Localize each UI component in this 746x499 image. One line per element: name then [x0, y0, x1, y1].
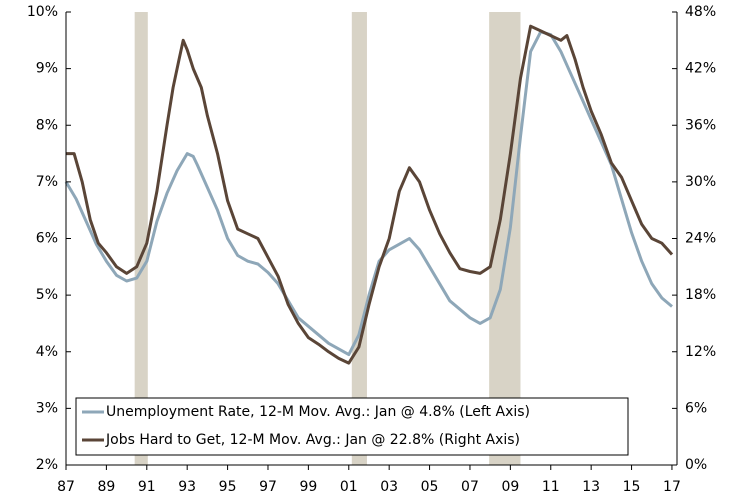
x-tick-label: 99	[299, 479, 317, 495]
recession-band	[351, 12, 367, 465]
x-tick-label: 09	[501, 479, 519, 495]
y-tick-label: 6%	[36, 231, 58, 247]
y-tick-label: 3%	[36, 400, 58, 416]
x-tick-label: 91	[138, 479, 156, 495]
y-tick-label: 9%	[36, 61, 58, 77]
y2-tick-label: 12%	[685, 344, 716, 360]
x-tick-label: 07	[461, 479, 479, 495]
y-tick-label: 2%	[36, 457, 58, 473]
legend-label: Unemployment Rate, 12-M Mov. Avg.: Jan @…	[106, 404, 530, 420]
y-tick-label: 5%	[36, 287, 58, 303]
recession-shading	[134, 12, 521, 465]
x-tick-label: 97	[259, 479, 277, 495]
x-tick-label: 11	[542, 479, 560, 495]
y2-tick-label: 42%	[685, 61, 716, 77]
recession-band	[489, 12, 521, 465]
x-tick-label: 05	[421, 479, 439, 495]
y-tick-label: 10%	[27, 4, 58, 20]
x-tick-label: 93	[178, 479, 196, 495]
y-tick-label: 4%	[36, 344, 58, 360]
lines	[64, 24, 674, 365]
y2-tick-label: 18%	[685, 287, 716, 303]
series-line	[64, 30, 673, 357]
y2-tick-label: 30%	[685, 174, 716, 190]
x-tick-label: 89	[97, 479, 115, 495]
recession-band	[134, 12, 148, 465]
y-tick-label: 7%	[36, 174, 58, 190]
x-tick-label: 17	[663, 479, 681, 495]
legend-box	[75, 397, 629, 456]
y2-tick-label: 48%	[685, 4, 716, 20]
y-tick-label: 8%	[36, 117, 58, 133]
x-tick-label: 03	[380, 479, 398, 495]
legend: Unemployment Rate, 12-M Mov. Avg.: Jan @…	[75, 397, 629, 456]
x-tick-label: 87	[57, 479, 75, 495]
x-tick-label: 13	[582, 479, 600, 495]
x-tick-label: 95	[219, 479, 237, 495]
y2-tick-label: 24%	[685, 231, 716, 247]
series-line	[66, 24, 674, 365]
y2-tick-label: 36%	[685, 117, 716, 133]
x-tick-label: 15	[623, 479, 641, 495]
axes: 2% 3% 4% 5% 6% 7% 8% 9% 10% 0% 6% 12% 18% 24% 30% 36% 42…	[27, 4, 716, 495]
x-tick-label: 01	[340, 479, 358, 495]
y2-tick-label: 6%	[685, 400, 707, 416]
legend-label: Jobs Hard to Get, 12-M Mov. Avg.: Jan @ …	[105, 432, 520, 448]
y2-tick-label: 0%	[685, 457, 707, 473]
